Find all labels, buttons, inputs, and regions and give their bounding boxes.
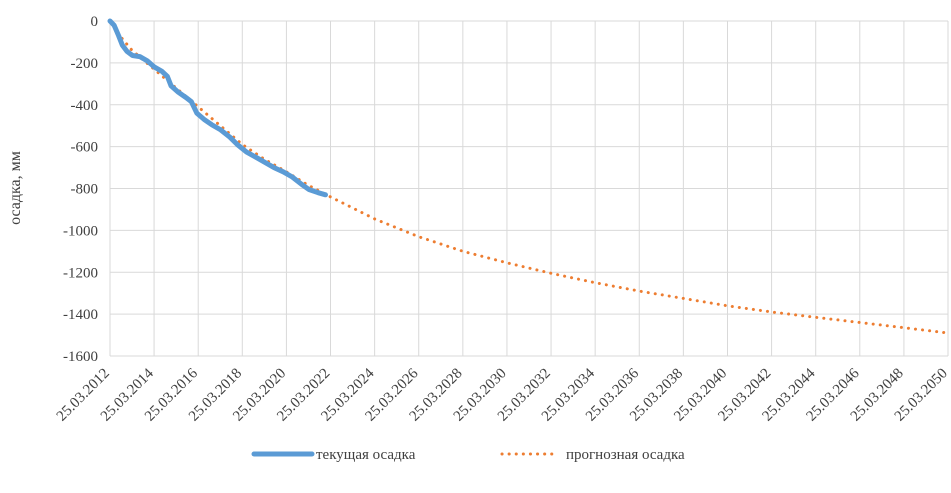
y-axis-ticks: 0 -200 -400 -600 -800 -1000 -1200 -1400 -1600 [63, 14, 98, 365]
grid [109, 20, 949, 357]
legend-label-forecast: прогнозная осадка [566, 447, 685, 463]
y-tick-label: -1400 [63, 307, 98, 323]
y-tick-label: -200 [71, 56, 99, 72]
y-tick-label: -400 [71, 98, 99, 114]
series-layer [107, 18, 950, 335]
series-line-current [107, 18, 328, 198]
series-line-forecast [108, 19, 950, 335]
x-axis-ticks: 25.03.201225.03.201425.03.201625.03.2018… [54, 365, 951, 424]
y-tick-label: -800 [71, 182, 99, 198]
y-tick-label: -1000 [63, 223, 98, 239]
y-tick-label: -600 [71, 140, 99, 156]
legend-label-current: текущая осадка [316, 447, 416, 463]
legend: текущая осадка прогнозная осадка [251, 447, 685, 463]
y-axis-title: осадка, мм [7, 151, 24, 225]
legend-item-forecast: прогнозная осадка [500, 447, 685, 463]
legend-item-current: текущая осадка [251, 447, 416, 463]
y-tick-label: -1600 [63, 349, 98, 365]
y-tick-label: 0 [91, 14, 99, 30]
y-tick-label: -1200 [63, 265, 98, 281]
